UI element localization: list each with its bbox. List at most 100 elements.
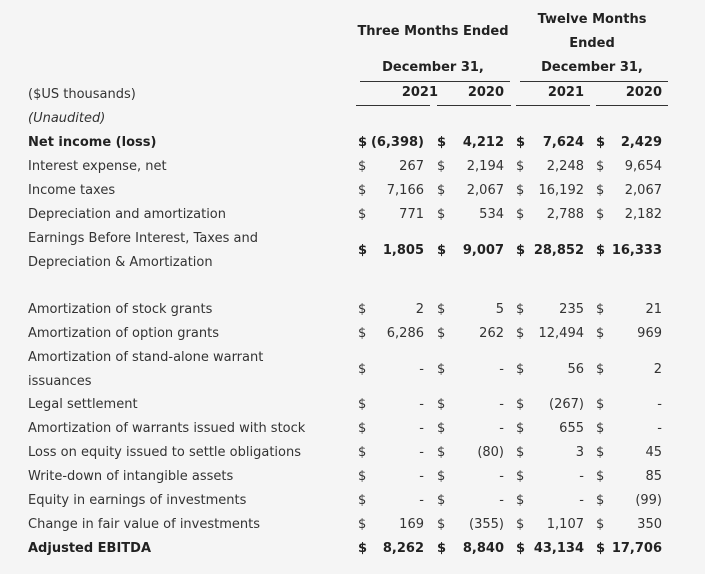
dollar-sign: $ (437, 207, 446, 222)
cell-value: 771 (399, 207, 424, 222)
dollar-sign: $ (437, 397, 446, 412)
table-row: Amortization of warrants issued with sto… (0, 417, 705, 441)
dollar-sign: $ (516, 362, 525, 377)
unaudited-label: (Unaudited) (28, 111, 106, 126)
cell-value: - (419, 493, 424, 508)
cell-value: - (499, 362, 504, 377)
cell-value: 169 (399, 517, 424, 532)
header-underline-three (360, 81, 510, 82)
cell-value: 262 (479, 326, 504, 341)
header-three-months: Three Months Ended (357, 24, 509, 39)
dollar-sign: $ (596, 493, 605, 508)
dollar-sign: $ (516, 493, 525, 508)
row-label: Amortization of warrants issued with sto… (28, 421, 306, 436)
dollar-sign: $ (516, 302, 525, 317)
cell-value: - (499, 469, 504, 484)
cell-value: 56 (567, 362, 584, 377)
dollar-sign: $ (358, 207, 367, 222)
units-label: ($US thousands) (28, 87, 136, 102)
year-underline (596, 105, 668, 106)
dollar-sign: $ (596, 469, 605, 484)
cell-value: - (499, 421, 504, 436)
cell-value: - (499, 397, 504, 412)
cell-value: 5 (495, 302, 504, 317)
year-header: 2020 (625, 85, 662, 100)
row-label: Legal settlement (28, 397, 138, 412)
dollar-sign: $ (437, 302, 446, 317)
cell-value: - (419, 421, 424, 436)
cell-value: 6,286 (386, 326, 424, 341)
cell-value: 2,248 (546, 159, 584, 174)
dollar-sign: $ (358, 469, 367, 484)
cell-value: 2,788 (546, 207, 584, 222)
dollar-sign: $ (437, 159, 446, 174)
header-underline-twelve (520, 81, 668, 82)
row-label: Interest expense, net (28, 159, 167, 174)
row-label: Loss on equity issued to settle obligati… (28, 445, 301, 460)
cell-value: 969 (637, 326, 662, 341)
table-row: Amortization of option grants $6,286 $262 $… (0, 322, 705, 346)
cell-value: 8,840 (462, 541, 504, 556)
cell-value: (267) (549, 397, 584, 412)
dollar-sign: $ (516, 183, 525, 198)
cell-value: 9,654 (624, 159, 662, 174)
dollar-sign: $ (516, 159, 525, 174)
table-row: Change in fair value of investments $169 $… (0, 513, 705, 537)
dollar-sign: $ (358, 362, 367, 377)
cell-value: 2,194 (466, 159, 504, 174)
dollar-sign: $ (358, 493, 367, 508)
table-row: Interest expense, net $267 $2,194 $2,248 $9,… (0, 155, 705, 179)
dollar-sign: $ (437, 135, 447, 150)
header-date-twelve: December 31, (541, 60, 643, 75)
cell-value: 16,192 (538, 183, 585, 198)
dollar-sign: $ (596, 135, 606, 150)
header-twelve-months-line2: Ended (569, 36, 615, 51)
cell-value: - (579, 493, 584, 508)
dollar-sign: $ (358, 183, 367, 198)
row-label: Depreciation & Amortization (28, 255, 213, 270)
year-underline (437, 105, 511, 106)
dollar-sign: $ (358, 159, 367, 174)
cell-value: (80) (477, 445, 504, 460)
header-twelve-months-line1: Twelve Months (537, 12, 647, 27)
dollar-sign: $ (358, 135, 368, 150)
cell-value: 16,333 (611, 243, 662, 258)
cell-value: 2,067 (466, 183, 504, 198)
table-row: Legal settlement $ - $ - $ (267) $ - (0, 393, 705, 417)
table-row: Income taxes $7,166 $2,067 $16,192 $2,067 (0, 179, 705, 203)
cell-value: 350 (637, 517, 662, 532)
row-label: Change in fair value of investments (28, 517, 261, 532)
cell-value: - (579, 469, 584, 484)
cell-value: 267 (399, 159, 424, 174)
cell-value: - (657, 397, 662, 412)
dollar-sign: $ (358, 397, 367, 412)
dollar-sign: $ (516, 517, 525, 532)
cell-value: 2,429 (620, 135, 662, 150)
table-row: Adjusted EBITDA $8,262 $8,840 $43,134 $17,70… (0, 537, 705, 561)
units-row: ($US thousands) (0, 83, 705, 107)
cell-value: (355) (469, 517, 504, 532)
cell-value: 235 (559, 302, 584, 317)
dollar-sign: $ (437, 445, 446, 460)
cell-value: 12,494 (538, 326, 585, 341)
cell-value: (6,398) (370, 135, 424, 150)
dollar-sign: $ (437, 493, 446, 508)
cell-value: 7,624 (542, 135, 584, 150)
dollar-sign: $ (596, 362, 605, 377)
dollar-sign: $ (437, 362, 446, 377)
cell-value: 4,212 (462, 135, 504, 150)
row-label: Equity in earnings of investments (28, 493, 247, 508)
row-label: Adjusted EBITDA (28, 541, 152, 556)
row-label: Depreciation and amortization (28, 207, 226, 222)
cell-value: 7,166 (386, 183, 424, 198)
row-label: Net income (loss) (28, 135, 157, 150)
dollar-sign: $ (596, 421, 605, 436)
dollar-sign: $ (596, 517, 605, 532)
dollar-sign: $ (596, 302, 605, 317)
cell-value: 17,706 (611, 541, 662, 556)
dollar-sign: $ (516, 243, 526, 258)
row-label: Write-down of intangible assets (28, 469, 234, 484)
dollar-sign: $ (437, 517, 446, 532)
dollar-sign: $ (516, 541, 526, 556)
year-header: 2020 (467, 85, 504, 100)
